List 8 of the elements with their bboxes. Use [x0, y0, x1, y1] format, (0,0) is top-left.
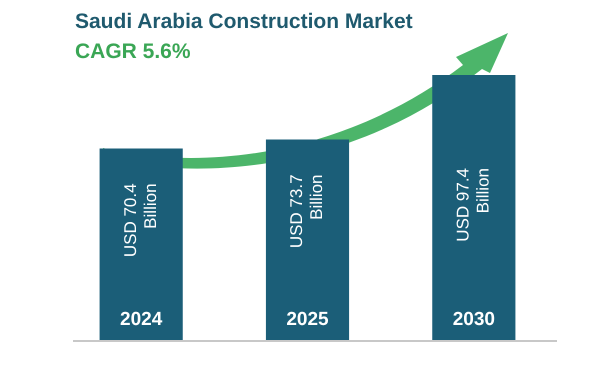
x-tick-label: 2024: [120, 309, 163, 330]
x-tick-label: 2025: [286, 309, 330, 330]
data-label: USD 97.4 Billion: [454, 168, 493, 242]
data-label: USD 70.4 Billion: [120, 183, 160, 258]
x-tick-label: 2030: [452, 309, 495, 330]
chart-title: Saudi Arabia Construction Market: [75, 10, 413, 34]
data-label: USD 73.7 Billion: [287, 174, 326, 248]
chart-subtitle: CAGR 5.6%: [75, 40, 191, 64]
